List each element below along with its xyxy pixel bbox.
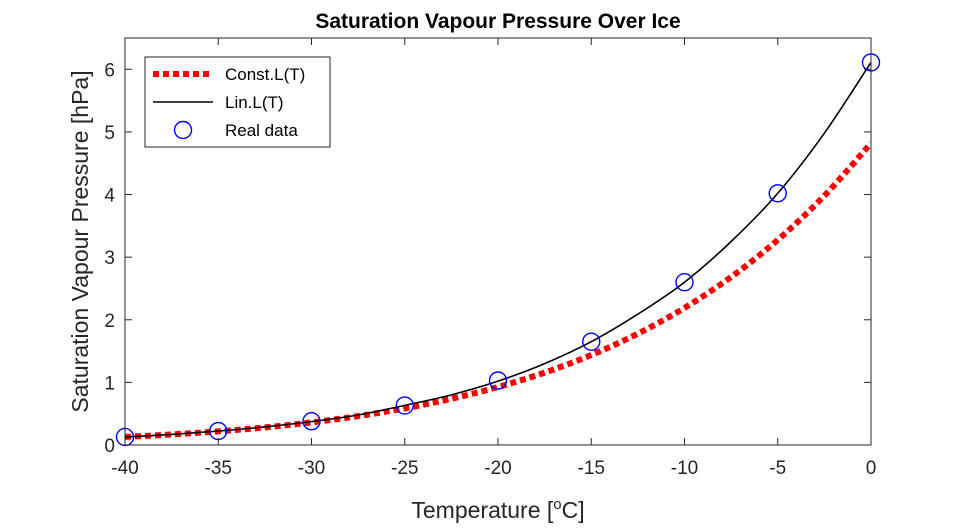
y-axis-title: Saturation Vapour Pressure [hPa] bbox=[67, 70, 93, 412]
x-tick-label: -15 bbox=[578, 458, 605, 479]
y-tick-label: 2 bbox=[104, 311, 115, 332]
series-line-const-l bbox=[125, 141, 871, 440]
legend-label: Lin.L(T) bbox=[225, 93, 284, 112]
series-line-lin-l bbox=[125, 61, 871, 438]
real-data-point bbox=[302, 412, 321, 431]
legend-swatch-real-data bbox=[173, 120, 193, 140]
x-tick-label: -5 bbox=[769, 458, 786, 479]
chart-title: Saturation Vapour Pressure Over Ice bbox=[315, 10, 680, 33]
x-axis-title-superscript: o bbox=[553, 496, 561, 513]
real-data-point bbox=[675, 273, 694, 292]
x-tick-label: -20 bbox=[484, 458, 511, 479]
legend: Const.L(T) Lin.L(T) Real data bbox=[144, 56, 331, 148]
x-axis-title: Temperature [oC] bbox=[411, 496, 584, 523]
legend-label: Const.L(T) bbox=[225, 65, 305, 84]
y-tick-label: 4 bbox=[104, 186, 115, 207]
x-tick-label: -35 bbox=[205, 458, 232, 479]
y-tick-label: 5 bbox=[104, 123, 115, 144]
x-tick-label: 0 bbox=[866, 458, 877, 479]
legend-label: Real data bbox=[225, 121, 298, 140]
ticks-layer: -40 -35 -30 -25 -20 -15 -10 -5 0 0 1 2 3 4 5 6 bbox=[104, 38, 876, 479]
x-tick-label: -10 bbox=[671, 458, 698, 479]
y-tick-label: 6 bbox=[104, 60, 115, 81]
real-data-point bbox=[488, 371, 508, 390]
real-data-point bbox=[768, 184, 787, 203]
x-axis-title-main: Temperature [ bbox=[411, 497, 554, 523]
x-tick-label: -30 bbox=[298, 458, 325, 479]
real-data-point bbox=[395, 396, 414, 415]
x-axis-title-unit: C] bbox=[562, 497, 585, 523]
x-tick-label: -40 bbox=[111, 458, 138, 479]
y-tick-label: 1 bbox=[104, 373, 115, 394]
real-data-point bbox=[582, 332, 601, 351]
x-tick-label: -25 bbox=[391, 458, 418, 479]
y-tick-label: 3 bbox=[104, 248, 115, 269]
series-layer bbox=[115, 53, 881, 447]
y-tick-label: 0 bbox=[104, 436, 115, 457]
